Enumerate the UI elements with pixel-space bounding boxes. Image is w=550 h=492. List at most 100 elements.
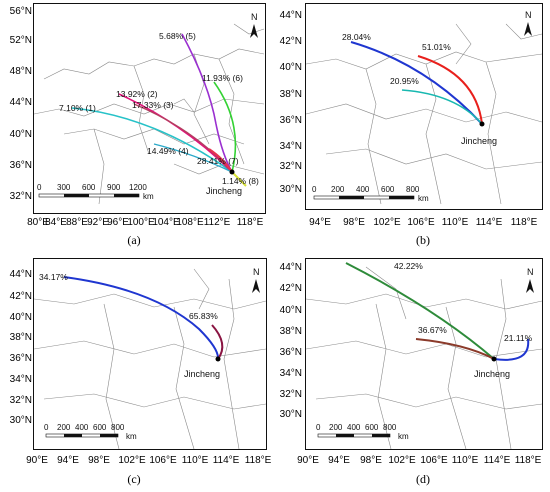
panel-label: (a): [127, 233, 141, 247]
province-boundaries: [34, 23, 265, 205]
y-tick: 38°N: [9, 332, 32, 343]
scale-bar: 0 200 400 600 800 km: [312, 185, 429, 203]
trajectory-cluster-7: [208, 148, 233, 173]
cluster-label: 20.95%: [390, 76, 419, 86]
scale-bar: 0 300 600 900 1200 km: [37, 183, 154, 201]
y-tick: 52°N: [9, 35, 32, 46]
x-tick: 90°E: [26, 455, 48, 466]
x-tick: 102°E: [118, 455, 146, 466]
y-tick: 32°N: [279, 161, 302, 172]
city-marker: [215, 356, 221, 362]
y-tick: 32°N: [9, 191, 32, 202]
x-tick: 114°E: [212, 455, 240, 466]
x-tick: 114°E: [483, 455, 511, 466]
svg-text:600: 600: [82, 183, 96, 192]
map-frame: 42.22% 36.67% 21.11% Jincheng N 0 200 40…: [305, 258, 543, 450]
x-tick: 100°E: [127, 217, 155, 228]
city-marker: [491, 356, 497, 362]
svg-text:N: N: [527, 267, 534, 277]
svg-text:800: 800: [383, 423, 397, 432]
x-tick: 94°E: [57, 455, 79, 466]
y-tick: 30°N: [279, 184, 302, 195]
svg-text:400: 400: [75, 423, 89, 432]
city-marker: [479, 121, 485, 127]
x-tick: 96°E: [107, 217, 129, 228]
map-frame: 7.10% (1) 13.92% (2) 17.33% (3) 14.49% (…: [33, 3, 266, 214]
cluster-label: 1.14% (8): [222, 176, 259, 186]
cluster-label: 28.41% (7): [197, 156, 239, 166]
north-arrow-icon: N: [526, 267, 534, 293]
cluster-label: 36.67%: [418, 325, 447, 335]
y-tick: 38°N: [279, 89, 302, 100]
y-tick: 44°N: [9, 97, 32, 108]
trajectory-cluster-5: [181, 33, 233, 173]
cluster-label: 21.11%: [504, 333, 533, 343]
y-tick: 36°N: [9, 353, 32, 364]
y-tick: 44°N: [279, 262, 302, 273]
x-tick: 90°E: [297, 455, 319, 466]
province-boundaries: [34, 268, 266, 449]
svg-text:200: 200: [331, 185, 345, 194]
y-tick: 40°N: [279, 62, 302, 73]
map-frame: 28.04% 51.01% 20.95% Jincheng N 0 200 40…: [305, 3, 543, 210]
x-tick: 108°E: [176, 217, 204, 228]
panel-label: (b): [416, 233, 430, 247]
x-tick: 118°E: [514, 455, 542, 466]
north-arrow-icon: N: [250, 12, 258, 38]
svg-text:1200: 1200: [129, 183, 147, 192]
trajectory-cluster-2: [211, 324, 224, 360]
x-tick: 84°E: [45, 217, 67, 228]
x-tick: 94°E: [328, 455, 350, 466]
svg-text:km: km: [143, 192, 154, 201]
north-arrow-icon: N: [252, 267, 260, 293]
cluster-label: 14.49% (4): [147, 146, 189, 156]
svg-text:km: km: [126, 432, 137, 441]
province-boundaries: [306, 23, 542, 205]
x-tick: 98°E: [343, 217, 365, 228]
y-tick: 42°N: [279, 283, 302, 294]
x-tick: 98°E: [88, 455, 110, 466]
panel-label: (d): [416, 472, 430, 486]
province-boundaries: [306, 266, 542, 449]
svg-text:600: 600: [381, 185, 395, 194]
cluster-label: 5.68% (5): [159, 31, 196, 41]
y-tick: 44°N: [279, 10, 302, 21]
svg-text:300: 300: [57, 183, 71, 192]
y-tick: 48°N: [9, 66, 32, 77]
svg-text:N: N: [525, 10, 532, 20]
y-tick: 40°N: [9, 312, 32, 323]
x-tick: 110°E: [441, 217, 469, 228]
x-tick: 106°E: [149, 455, 177, 466]
x-tick: 104°E: [152, 217, 180, 228]
x-tick: 118°E: [510, 217, 538, 228]
x-tick: 92°E: [87, 217, 109, 228]
svg-text:800: 800: [406, 185, 420, 194]
y-tick: 34°N: [9, 374, 32, 385]
svg-text:0: 0: [316, 423, 321, 432]
svg-text:km: km: [398, 432, 409, 441]
city-label: Jincheng: [184, 369, 220, 379]
y-tick: 34°N: [279, 368, 302, 379]
cluster-label: 17.33% (3): [132, 100, 174, 110]
y-tick: 36°N: [9, 160, 32, 171]
y-tick: 30°N: [9, 415, 32, 426]
svg-text:600: 600: [365, 423, 379, 432]
svg-text:900: 900: [107, 183, 121, 192]
city-label: Jincheng: [474, 369, 510, 379]
svg-text:0: 0: [37, 183, 42, 192]
svg-text:0: 0: [44, 423, 49, 432]
svg-text:200: 200: [329, 423, 343, 432]
x-tick: 106°E: [407, 217, 435, 228]
trajectory-cluster-2: [417, 55, 483, 125]
y-tick: 38°N: [279, 326, 302, 337]
scale-bar: 0 200 400 600 800 km: [44, 423, 137, 441]
x-tick: 94°E: [309, 217, 331, 228]
svg-text:km: km: [418, 194, 429, 203]
svg-text:400: 400: [356, 185, 370, 194]
svg-text:0: 0: [312, 185, 317, 194]
y-tick: 40°N: [9, 129, 32, 140]
x-tick: 102°E: [373, 217, 401, 228]
x-tick: 106°E: [420, 455, 448, 466]
x-tick: 118°E: [236, 217, 264, 228]
cluster-label: 11.93% (6): [202, 73, 243, 83]
